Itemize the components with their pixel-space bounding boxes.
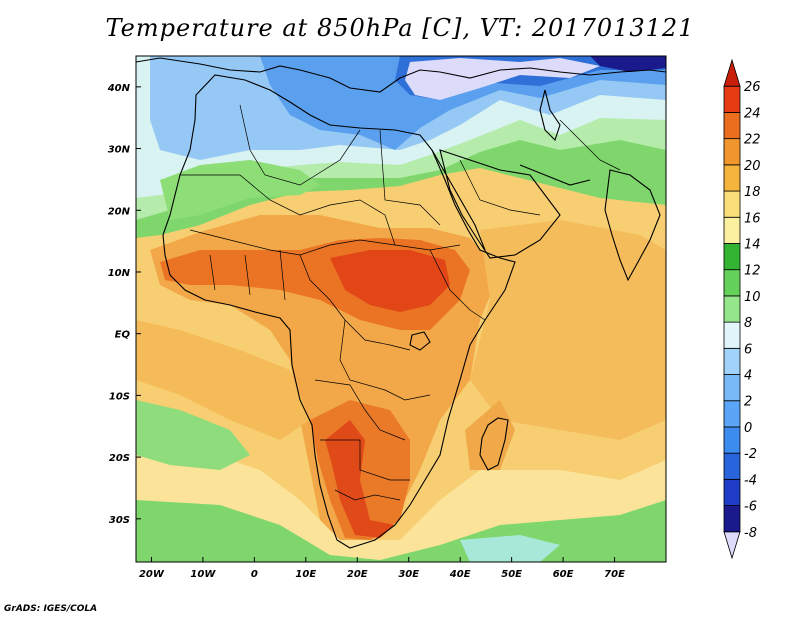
colorbar-label: -6: [744, 500, 757, 515]
colorbar-label: 14: [744, 237, 761, 252]
lat-tick-label: 10N: [108, 268, 131, 279]
colorbar-max-triangle: [723, 58, 741, 87]
border-line: [244, 254, 251, 296]
latitude-axis: 40N 30N 20N 10N EQ 10S 20S 30S: [107, 83, 141, 526]
lon-tick-label: 50E: [501, 569, 522, 580]
colorbar-label: 16: [744, 211, 761, 226]
colorbar-swatch: [723, 85, 741, 113]
colorbar-swatch: [723, 164, 741, 192]
lat-tick-label: 20N: [108, 206, 131, 217]
colorbar-label: 0: [744, 421, 752, 436]
colorbar-swatch: [723, 400, 741, 428]
lat-tick-label: 20S: [109, 453, 130, 464]
field-ocean-orange: [136, 320, 310, 440]
arabia-coastline: [439, 149, 561, 259]
border-line: [320, 439, 410, 481]
madagascar-coastline: [479, 417, 509, 471]
chart-title: Temperature at 850hPa [C], VT: 201701312…: [105, 14, 695, 42]
colorbar-label: 22: [744, 133, 761, 148]
colorbar-swatch: [723, 269, 741, 297]
border-line: [314, 379, 406, 441]
colorbar-label: 6: [744, 342, 752, 357]
colorbar-swatch: [723, 295, 741, 323]
colorbar-swatch: [723, 505, 741, 533]
colorbar-swatch: [723, 347, 741, 375]
field-red-core: [330, 250, 450, 312]
colorbar-swatch: [723, 426, 741, 454]
colorbar-label: -8: [744, 526, 757, 541]
lon-tick-label: 20E: [347, 569, 368, 580]
field-indian-orange: [470, 220, 666, 440]
caspian-coastline: [539, 89, 561, 142]
colorbar-label: 8: [744, 316, 752, 331]
lat-tick-label: 30N: [108, 145, 131, 156]
country-borders: [180, 104, 621, 501]
lat-tick-label: 30S: [109, 515, 130, 526]
coastlines: [136, 57, 666, 549]
colorbar-label: 4: [744, 369, 752, 384]
colorbar-swatch: [723, 452, 741, 480]
longitude-axis: 20W 10W 0 10E 20E 30E 40E 50E 60E 70E: [139, 557, 625, 580]
colorbar-swatch: [723, 478, 741, 506]
colorbar-label: 2: [744, 395, 752, 410]
lon-tick-label: 0: [251, 569, 258, 580]
colorbar-label: 18: [744, 185, 761, 200]
border-line: [339, 319, 431, 401]
field-madagascar-orange: [465, 400, 515, 470]
lon-tick-label: 40E: [449, 569, 471, 580]
border-line: [559, 119, 621, 171]
field-blue-north: [260, 56, 666, 150]
field-south-cyan: [460, 535, 560, 562]
lon-tick-label: 60E: [553, 569, 574, 580]
colorbar-label: 20: [744, 159, 761, 174]
border-line: [379, 129, 441, 226]
lon-tick-label: 20W: [139, 569, 165, 580]
lon-tick-label: 30E: [398, 569, 419, 580]
colorbar-swatch: [723, 321, 741, 349]
india-coastline: [604, 169, 661, 282]
lat-tick-label: EQ: [115, 330, 131, 341]
border-line: [180, 174, 396, 246]
colorbar-label: -4: [744, 473, 757, 488]
border-line: [459, 159, 541, 216]
gulf-coastline: [519, 164, 591, 186]
africa-coastline: [162, 74, 516, 549]
border-line: [189, 229, 461, 256]
field-lavender-north: [405, 58, 600, 100]
colorbar-swatch: [723, 138, 741, 166]
colorbar-min-triangle: [723, 531, 741, 560]
colorbar-swatch: [723, 216, 741, 244]
colorbar-label: 24: [744, 106, 761, 121]
colorbar-label: -2: [744, 447, 757, 462]
temperature-field: [136, 56, 666, 562]
border-line: [429, 249, 486, 321]
map-frame: [135, 55, 667, 563]
grads-credit: GrADS: IGES/COLA: [4, 604, 98, 614]
lat-tick-label: 10S: [109, 391, 130, 402]
field-southwest-green: [136, 400, 250, 470]
colorbar-label: 26: [744, 80, 761, 95]
lat-tick-label: 40N: [107, 83, 131, 94]
border-line: [279, 249, 286, 301]
colorbar-swatch: [723, 190, 741, 218]
border-line: [209, 254, 216, 291]
colorbar-swatch: [723, 374, 741, 402]
lon-tick-label: 10W: [190, 569, 216, 580]
border-line: [239, 104, 361, 186]
field-navy-north: [590, 56, 666, 72]
colorbar-swatch: [723, 243, 741, 271]
lake-victoria: [409, 331, 431, 351]
lon-tick-label: 10E: [295, 569, 316, 580]
colorbar-label: 12: [744, 264, 761, 279]
colorbar-label: 10: [744, 290, 761, 305]
border-line: [334, 489, 401, 501]
field-south-red: [325, 420, 395, 538]
europe-coastline: [136, 57, 666, 93]
red-sea-coastline: [431, 149, 486, 251]
colorbar-swatch: [723, 112, 741, 140]
lon-tick-label: 70E: [604, 569, 625, 580]
